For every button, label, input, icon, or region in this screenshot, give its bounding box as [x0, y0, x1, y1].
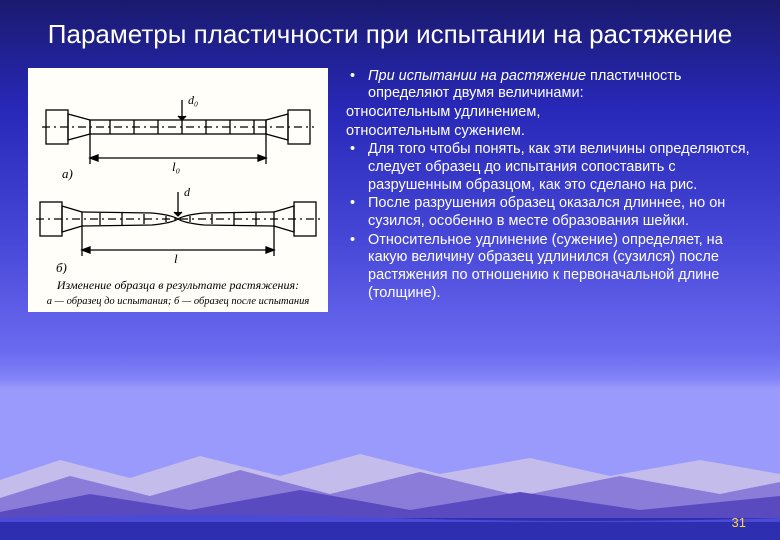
dim-d: d: [184, 185, 191, 199]
content-row: d₀ l₀ а): [0, 56, 780, 312]
bullet-1-em: При испытании на растяжение: [368, 68, 586, 84]
caption-main: Изменение образца в результате растяжени…: [57, 278, 299, 292]
label-b: б): [56, 260, 67, 274]
dim-l0: l₀: [172, 159, 180, 174]
page-number: 31: [732, 515, 746, 530]
bullet-4: Относительное удлинение (сужение) опреде…: [346, 232, 752, 303]
label-a: а): [62, 166, 73, 181]
mountain-scenery: [0, 450, 780, 540]
bullet-2: Для того чтобы понять, как эти величины …: [346, 141, 752, 194]
bullet-list: При испытании на растяжение пластичность…: [346, 68, 752, 312]
dim-l: l: [174, 251, 178, 266]
figure-caption: Изменение образца в результате растяжени…: [32, 278, 324, 308]
specimen-figure: d₀ l₀ а): [28, 68, 328, 312]
slide-title: Параметры пластичности при испытании на …: [0, 0, 780, 56]
specimen-diagram: d₀ l₀ а): [32, 74, 324, 274]
bullet-1: При испытании на растяжение пластичность…: [346, 68, 752, 103]
line-2: относительным удлинением,: [346, 104, 752, 122]
line-3: относительным сужением.: [346, 123, 752, 141]
caption-sub: а — образец до испытания; б — образец по…: [47, 296, 310, 307]
bullet-3: После разрушения образец оказался длинне…: [346, 195, 752, 230]
dim-d0: d₀: [188, 93, 198, 107]
